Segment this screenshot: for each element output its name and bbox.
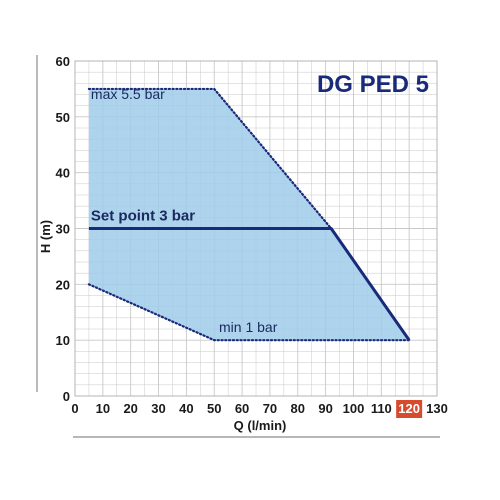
series-lines <box>87 87 411 342</box>
highlighted-tick-box <box>396 400 423 418</box>
x-tick-label: 100 <box>343 401 365 416</box>
x-tick-label: 30 <box>151 401 165 416</box>
x-tick-label: 40 <box>179 401 193 416</box>
y-axis-title: H (m) <box>38 220 53 253</box>
y-tick-label: 40 <box>56 166 70 181</box>
x-tick-label: 10 <box>96 401 110 416</box>
tick-labels: 0 10 20 30 40 50 60 70 80 90 100 110 120 130 0 10 20 30 40… <box>56 54 448 418</box>
operating-region-fill <box>88 88 410 341</box>
x-tick-label: 60 <box>235 401 249 416</box>
x-tick-label: 0 <box>71 401 78 416</box>
x-tick-label: 70 <box>263 401 277 416</box>
y-tick-label: 10 <box>56 333 70 348</box>
x-tick-label-highlighted: 120 <box>398 401 420 416</box>
annotation-set-point-3-bar: Set point 3 bar <box>91 208 195 225</box>
y-tick-label: 50 <box>56 110 70 125</box>
x-axis-title: Q (l/min) <box>234 418 287 433</box>
x-tick-label: 80 <box>291 401 305 416</box>
annotation-min-1-bar: min 1 bar <box>219 319 278 335</box>
series-line-max-5-5-bar <box>87 87 333 230</box>
plot-border <box>74 60 438 397</box>
chart-title: DG PED 5 <box>317 71 429 98</box>
operating-region <box>88 88 410 341</box>
annotations: max 5.5 bar Set point 3 bar min 1 bar <box>91 86 278 335</box>
series-line-min-1-bar <box>87 283 411 342</box>
y-tick-label: 0 <box>63 389 70 404</box>
annotation-max-5-5-bar: max 5.5 bar <box>91 86 165 102</box>
x-tick-label: 130 <box>426 401 448 416</box>
x-tick-label: 50 <box>207 401 221 416</box>
y-tick-label: 60 <box>56 54 70 69</box>
series-line-set-point-3-bar <box>88 227 411 342</box>
y-tick-label: 20 <box>56 277 70 292</box>
x-tick-label: 20 <box>123 401 137 416</box>
axes <box>36 55 440 438</box>
x-tick-label: 110 <box>371 401 392 416</box>
x-tick-label: 90 <box>318 401 332 416</box>
y-tick-label: 30 <box>56 222 70 237</box>
